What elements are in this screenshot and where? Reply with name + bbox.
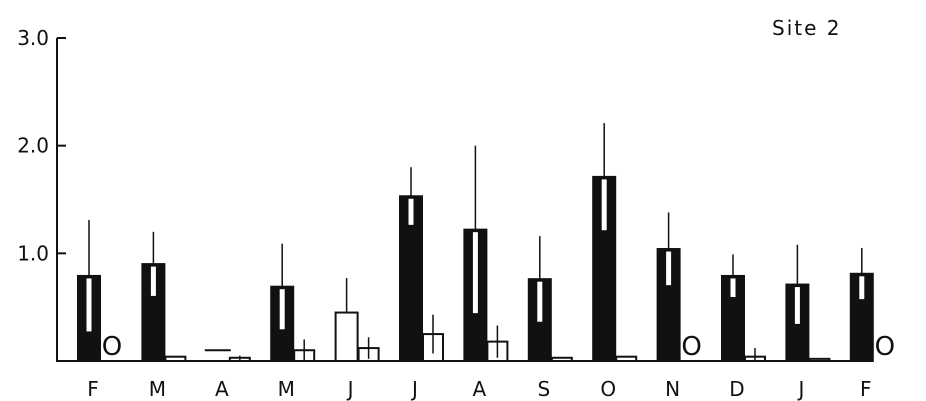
error-bar-lower	[793, 286, 801, 325]
open-bar	[615, 355, 638, 362]
x-tick-label: S	[537, 377, 550, 401]
error-bar-lower	[149, 265, 157, 297]
y-tick-label: 2.0	[17, 134, 49, 158]
x-tick-label: M	[149, 377, 166, 401]
error-bar-lower	[600, 178, 608, 232]
x-tick-label: N	[665, 377, 680, 401]
x-tick-label: F	[87, 377, 99, 401]
error-bar-lower	[471, 231, 479, 315]
chart-title: Site 2	[772, 16, 841, 40]
error-bar-lower	[407, 197, 415, 226]
x-tick-label: J	[796, 377, 804, 401]
error-bar-lower	[729, 277, 737, 298]
x-tick-label: A	[473, 377, 487, 401]
x-tick-label: M	[278, 377, 295, 401]
y-axis-ticks: 3.0 2.0 1.0	[17, 26, 66, 265]
error-bar-lower	[536, 280, 544, 323]
open-bar	[808, 357, 831, 363]
open-bar	[164, 355, 187, 362]
error-bar-lower	[278, 288, 286, 331]
x-tick-label: J	[410, 377, 418, 401]
zero-marker: O	[681, 332, 701, 362]
x-tick-label: O	[600, 377, 616, 401]
x-tick-label: D	[729, 377, 744, 401]
error-bar-lower	[85, 277, 93, 333]
x-tick-label: A	[215, 377, 229, 401]
zero-marker: O	[875, 332, 895, 362]
x-tick-label: J	[346, 377, 354, 401]
error-bar-lower	[665, 250, 673, 287]
open-bar	[550, 356, 573, 362]
zero-marker: O	[102, 332, 122, 362]
x-tick-label: F	[860, 377, 872, 401]
error-bar-lower	[858, 275, 866, 301]
y-tick-label: 1.0	[17, 241, 49, 265]
open-bar	[334, 311, 359, 362]
y-tick-label: 3.0	[17, 26, 49, 50]
